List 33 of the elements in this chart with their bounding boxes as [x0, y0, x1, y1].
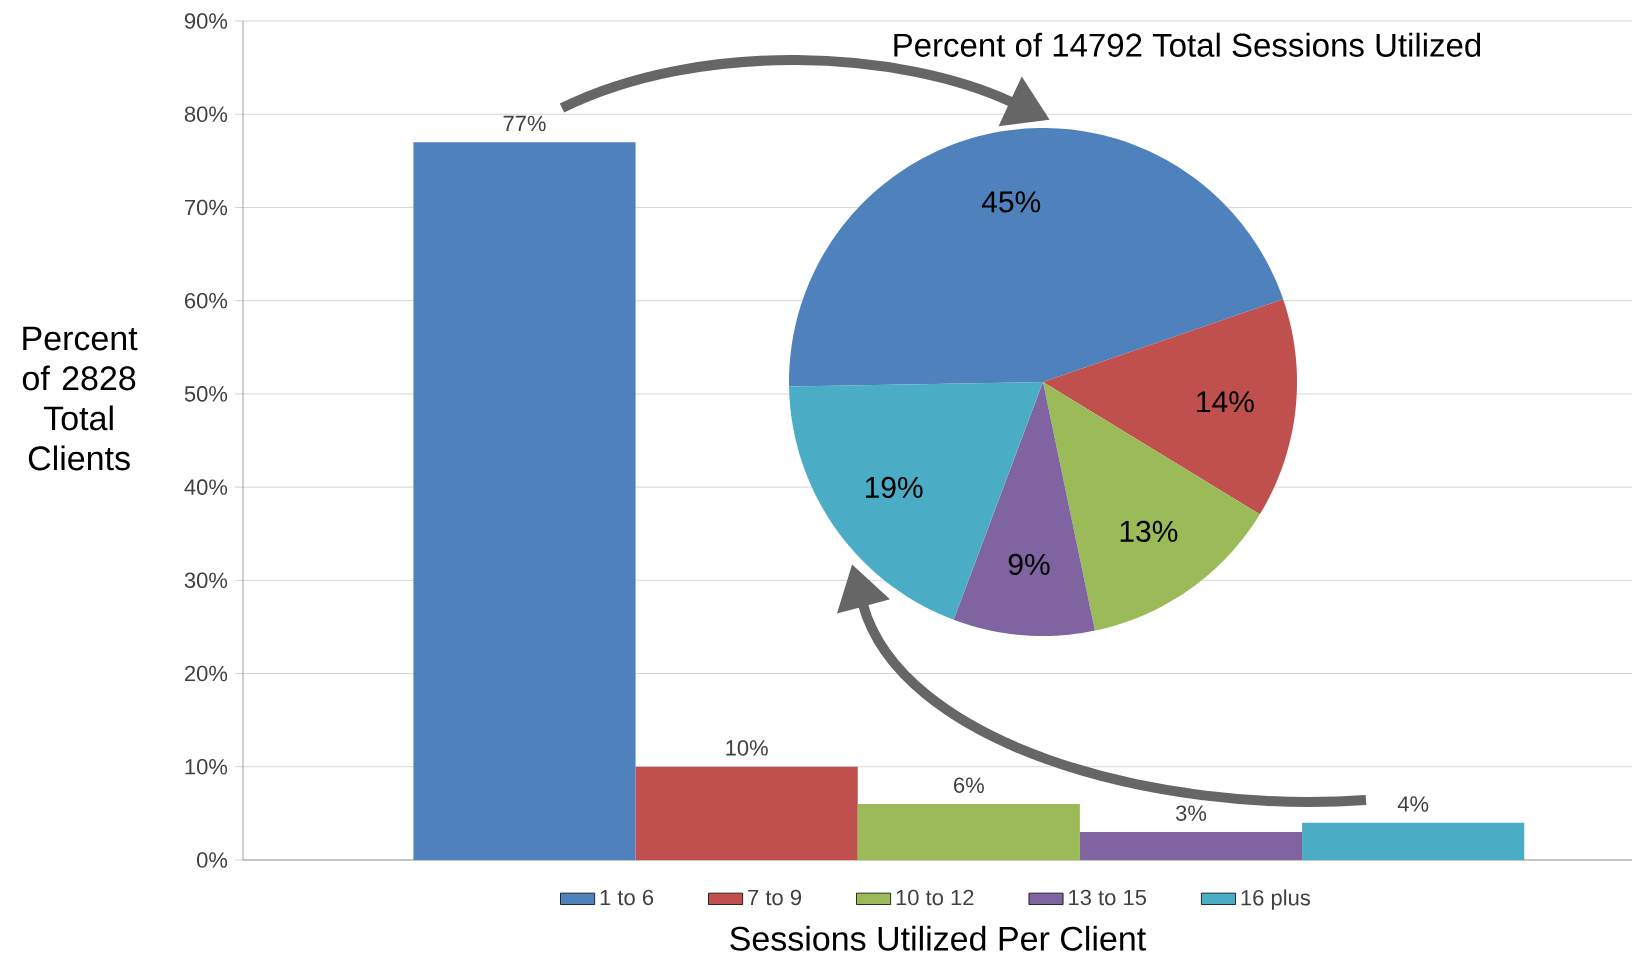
bar [635, 766, 858, 860]
y-tick-label: 10% [185, 759, 228, 775]
legend-label: 13 to 15 [1069, 889, 1147, 906]
data-label: 77% [503, 115, 546, 132]
y-tick-label: 70% [185, 199, 228, 216]
data-label: 14% [1197, 391, 1254, 413]
data-label: 6% [954, 777, 984, 793]
data-label: 19% [865, 476, 923, 498]
legend-label: 7 to 9 [748, 889, 802, 906]
y-axis-title: Percent of 2828 Total Clients [22, 326, 138, 471]
data-label: 3% [1175, 805, 1207, 821]
legend-label: 16 plus [1241, 889, 1311, 910]
chart-title: Percent of 14792 Total Sessions Utilized [894, 32, 1481, 57]
bar [413, 142, 636, 860]
data-label: 13% [1120, 520, 1178, 542]
y-tick-label: 90% [184, 13, 228, 29]
data-label: 4% [1397, 796, 1429, 812]
bar [857, 804, 1080, 860]
y-tick-label: 30% [184, 572, 228, 589]
x-axis-title: Sessions Utilized Per Client [730, 925, 1146, 951]
data-label: 45% [981, 191, 1041, 213]
data-label: 10% [726, 740, 768, 756]
bar [1302, 822, 1525, 860]
y-tick-label: 20% [185, 665, 228, 682]
y-tick-label: 40% [184, 479, 228, 495]
y-tick-label: 0% [196, 852, 228, 868]
legend-label: 1 to 6 [600, 889, 654, 906]
y-tick-label: 50% [184, 386, 228, 402]
y-tick-label: 60% [185, 292, 228, 309]
bar [1079, 832, 1303, 860]
legend-label: 10 to 12 [896, 889, 974, 906]
y-tick-label: 80% [184, 106, 228, 122]
data-label: 9% [1008, 553, 1050, 575]
